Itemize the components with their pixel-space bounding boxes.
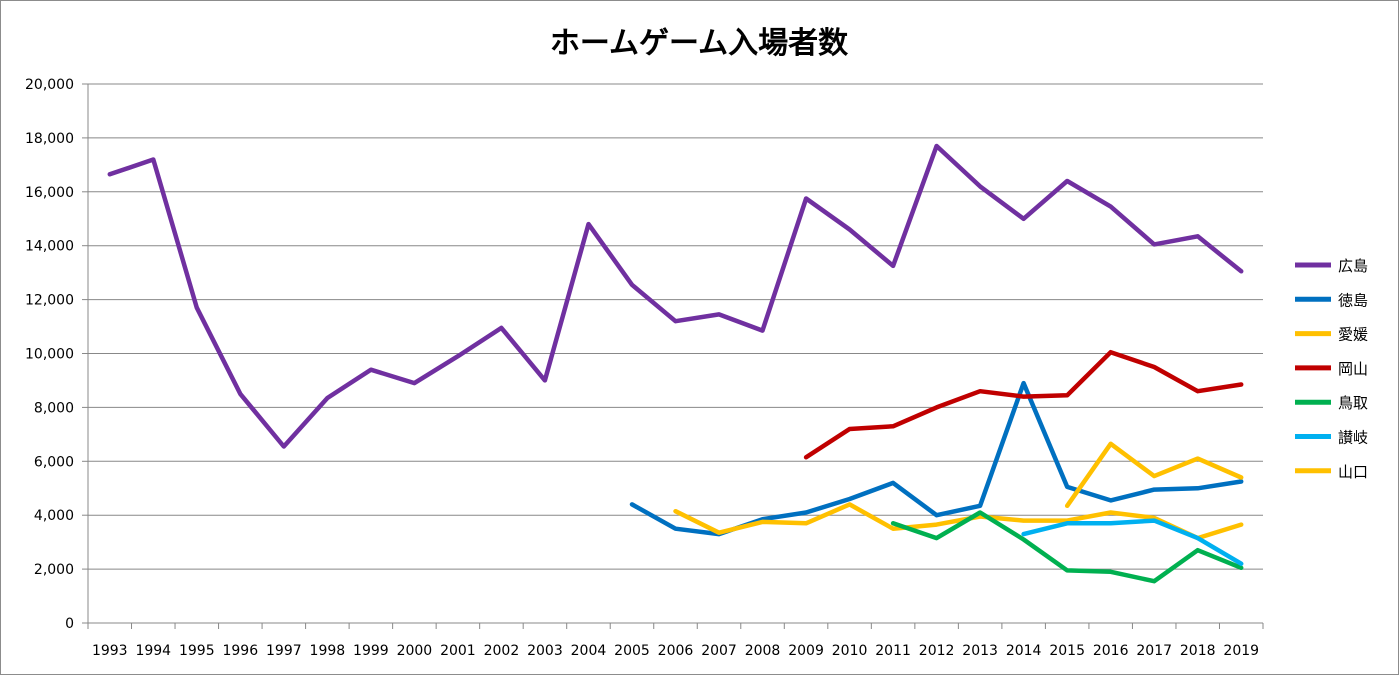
x-tick-label: 1996 — [222, 643, 258, 659]
x-tick-label: 2018 — [1180, 643, 1216, 659]
y-tick-label: 8,000 — [34, 400, 74, 416]
x-tick-label: 2015 — [1049, 643, 1085, 659]
series-line-広島 — [107, 143, 1244, 449]
y-tick-label: 16,000 — [25, 185, 74, 201]
y-tick-label: 0 — [65, 616, 74, 632]
x-tick-label: 1998 — [310, 643, 346, 659]
x-tick-label: 2016 — [1093, 643, 1129, 659]
y-tick-label: 6,000 — [34, 454, 74, 470]
y-tick-label: 18,000 — [25, 131, 74, 147]
x-tick-label: 2009 — [788, 643, 824, 659]
x-tick-label: 2005 — [614, 643, 650, 659]
legend-label: 山口 — [1338, 463, 1368, 481]
x-tick-label: 1997 — [266, 643, 302, 659]
x-tick-label: 2017 — [1136, 643, 1172, 659]
x-tick-label: 2004 — [571, 643, 607, 659]
x-tick-label: 2011 — [875, 643, 911, 659]
x-tick-label: 2013 — [962, 643, 998, 659]
legend-label: 愛媛 — [1338, 326, 1368, 344]
x-tick-label: 2012 — [919, 643, 955, 659]
series-line-讃岐 — [1021, 518, 1244, 566]
x-tick-label: 2010 — [832, 643, 868, 659]
x-tick-label: 1993 — [92, 643, 128, 659]
x-tick-label: 2000 — [397, 643, 433, 659]
x-tick-label: 1994 — [135, 643, 171, 659]
legend-label: 鳥取 — [1338, 394, 1368, 412]
x-tick-label: 1999 — [353, 643, 389, 659]
x-tick-label: 2003 — [527, 643, 563, 659]
x-tick-label: 2008 — [745, 643, 781, 659]
grid-lines — [82, 83, 1264, 629]
y-axis-ticks: 0 2,000 4,000 6,000 8,000 10,000 12,000 14,000 1… — [25, 77, 74, 632]
y-tick-label: 12,000 — [25, 293, 74, 309]
y-tick-label: 14,000 — [25, 239, 74, 255]
x-tick-label: 1995 — [179, 643, 215, 659]
x-tick-label: 2002 — [484, 643, 520, 659]
chart-title: ホームゲーム入場者数 — [550, 26, 849, 61]
legend-label: 岡山 — [1338, 360, 1368, 378]
series-line-愛媛 — [673, 502, 1244, 541]
x-tick-label: 2006 — [658, 643, 694, 659]
y-tick-label: 2,000 — [34, 562, 74, 578]
legend-label: 広島 — [1338, 257, 1368, 275]
y-tick-label: 20,000 — [25, 77, 74, 93]
x-tick-label: 2001 — [440, 643, 476, 659]
legend-label: 徳島 — [1338, 291, 1368, 309]
legend-label: 讃岐 — [1338, 429, 1368, 447]
x-tick-label: 2019 — [1223, 643, 1259, 659]
series-line-山口 — [1064, 441, 1244, 509]
series-line-岡山 — [803, 349, 1244, 460]
x-tick-label: 2014 — [1006, 643, 1042, 659]
x-tick-label: 2007 — [701, 643, 737, 659]
series-lines — [107, 143, 1244, 584]
x-axis-ticks: 1993 1994 1995 1996 1997 1998 1999 2000 2001 2002… — [92, 643, 1259, 659]
series-line-鳥取 — [890, 510, 1244, 584]
y-tick-label: 10,000 — [25, 347, 74, 363]
y-tick-label: 4,000 — [34, 508, 74, 524]
